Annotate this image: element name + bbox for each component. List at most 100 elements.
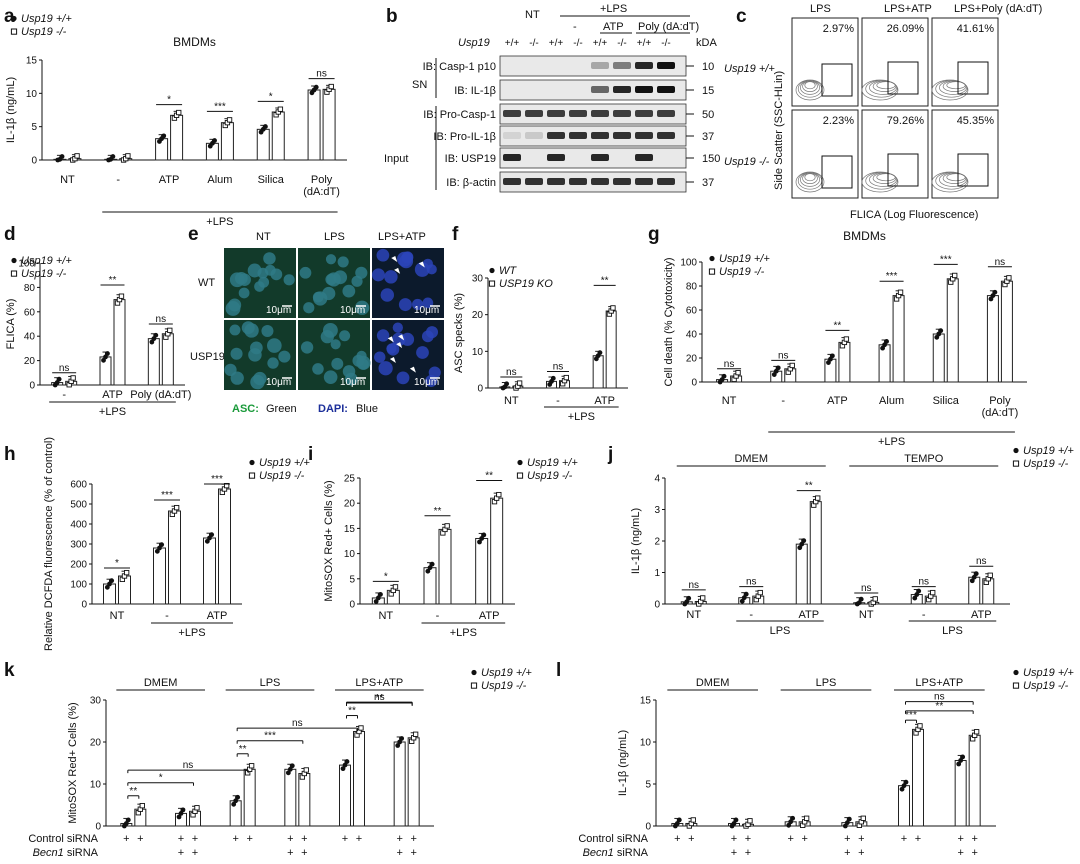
plus-control: +: [410, 833, 416, 845]
flow-gate: [887, 153, 919, 187]
bar-usp19-: [423, 567, 437, 605]
y-tick-label: 10: [472, 347, 484, 358]
data-point: [550, 375, 556, 381]
header-label: LPS: [816, 677, 837, 689]
group-label: +LPS: [568, 411, 595, 423]
nucleus: [416, 346, 429, 359]
bar-usp19-: [161, 333, 174, 386]
nucleus: [229, 324, 241, 336]
data-point: [960, 754, 966, 760]
header-label: LPS: [260, 677, 281, 689]
blot-genotype: -/-: [529, 38, 538, 49]
data-point: [916, 588, 922, 594]
significance-label: ns: [553, 362, 564, 373]
category-label: Poly: [989, 395, 1011, 407]
data-point: [373, 599, 379, 604]
nucleus: [386, 343, 397, 354]
data-point: [313, 84, 319, 90]
data-point: [176, 814, 182, 820]
data-point: [285, 770, 291, 776]
significance-label: ns: [976, 556, 987, 567]
data-point: [721, 373, 727, 379]
panel-label-h: h: [4, 444, 16, 465]
data-point: [425, 568, 431, 574]
data-point: [856, 600, 862, 606]
panel-label-e: e: [188, 224, 199, 245]
panel-label-d: d: [4, 224, 16, 245]
nucleus: [225, 301, 241, 316]
data-point: [901, 783, 907, 789]
legend-label: Usp19 -/-: [481, 680, 527, 692]
legend-label: Usp19 +/+: [481, 667, 532, 679]
blot-genotype: -/-: [573, 38, 582, 49]
header-label: DMEM: [144, 677, 178, 689]
blot-band: [657, 178, 675, 185]
plus-becn1: +: [731, 847, 737, 859]
bar-usp19-: [339, 764, 351, 827]
arrowhead-icon: [396, 342, 403, 349]
nucleus: [234, 271, 248, 285]
blot-band: [525, 110, 543, 117]
bar-usp19-: [298, 773, 311, 827]
flow-row-wt: Usp19 +/+: [724, 63, 775, 75]
plus-becn1: +: [396, 847, 402, 859]
blot-band: [569, 132, 587, 139]
scale-bar-label: 10μm: [340, 377, 365, 388]
flow-contour: [861, 171, 899, 193]
group-label: +LPS: [206, 216, 233, 228]
data-point: [481, 532, 487, 538]
data-point: [952, 272, 958, 279]
data-point: [105, 351, 110, 356]
header-label: DMEM: [696, 677, 730, 689]
significance-label: *: [269, 91, 273, 102]
data-point: [59, 154, 65, 159]
data-point: [938, 328, 944, 334]
data-point: [496, 491, 502, 498]
category-label: Poly (dA:dT): [130, 389, 191, 401]
data-point: [342, 762, 348, 768]
micro-row-wt: WT: [198, 277, 215, 289]
significance-label: ns: [934, 692, 945, 703]
legend-marker-open: [1012, 460, 1020, 467]
flow-contour: [946, 173, 966, 182]
y-tick-label: 0: [31, 156, 37, 167]
y-tick-label: 300: [70, 540, 87, 551]
legend-marker-filled: [709, 255, 715, 262]
category-label: NT: [60, 174, 75, 186]
y-tick-label: 15: [640, 696, 652, 707]
data-point: [801, 538, 807, 544]
data-point: [125, 153, 131, 159]
blot-band: [613, 86, 631, 93]
blot-rows: IB: Casp-1 p10 10 IB: IL-1β 15 IB: Pro-Casp-…: [423, 55, 720, 193]
blot-row-kda: 10: [702, 61, 714, 73]
panel-label-b: b: [386, 6, 398, 27]
legend-marker-filled: [489, 267, 495, 274]
flow-contour: [869, 80, 897, 95]
plus-control: +: [356, 833, 362, 845]
y-tick-label: 20: [344, 499, 356, 510]
y-tick-label: 20: [472, 310, 484, 321]
category-label: NT: [859, 609, 874, 621]
data-point: [789, 362, 795, 369]
significance-label: ***: [214, 101, 226, 112]
nucleus: [376, 248, 390, 262]
flow-contour: [800, 80, 820, 95]
flow-contour: [800, 172, 820, 187]
y-tick-label: 500: [70, 500, 87, 511]
plus-becn1: +: [301, 847, 307, 859]
blot-lps-header: +LPS: [600, 3, 627, 15]
data-point: [912, 595, 918, 601]
blot-genotype: +/+: [549, 38, 564, 49]
blot-row-kda: 150: [702, 153, 720, 165]
flow-plots: 2.97% 26.09% 41.61% 2.23% 79.26% 45.35%: [791, 17, 999, 199]
nucleus: [270, 268, 283, 281]
data-point: [1006, 275, 1012, 281]
nucleus: [342, 365, 356, 378]
blot-genotype-label: Usp19: [458, 37, 490, 49]
nucleus: [330, 339, 341, 350]
bar-usp19-: [809, 501, 822, 605]
data-point: [829, 353, 835, 359]
bar-usp19-: [147, 338, 160, 386]
significance-label: **: [601, 275, 609, 286]
significance-label: ns: [724, 359, 735, 370]
